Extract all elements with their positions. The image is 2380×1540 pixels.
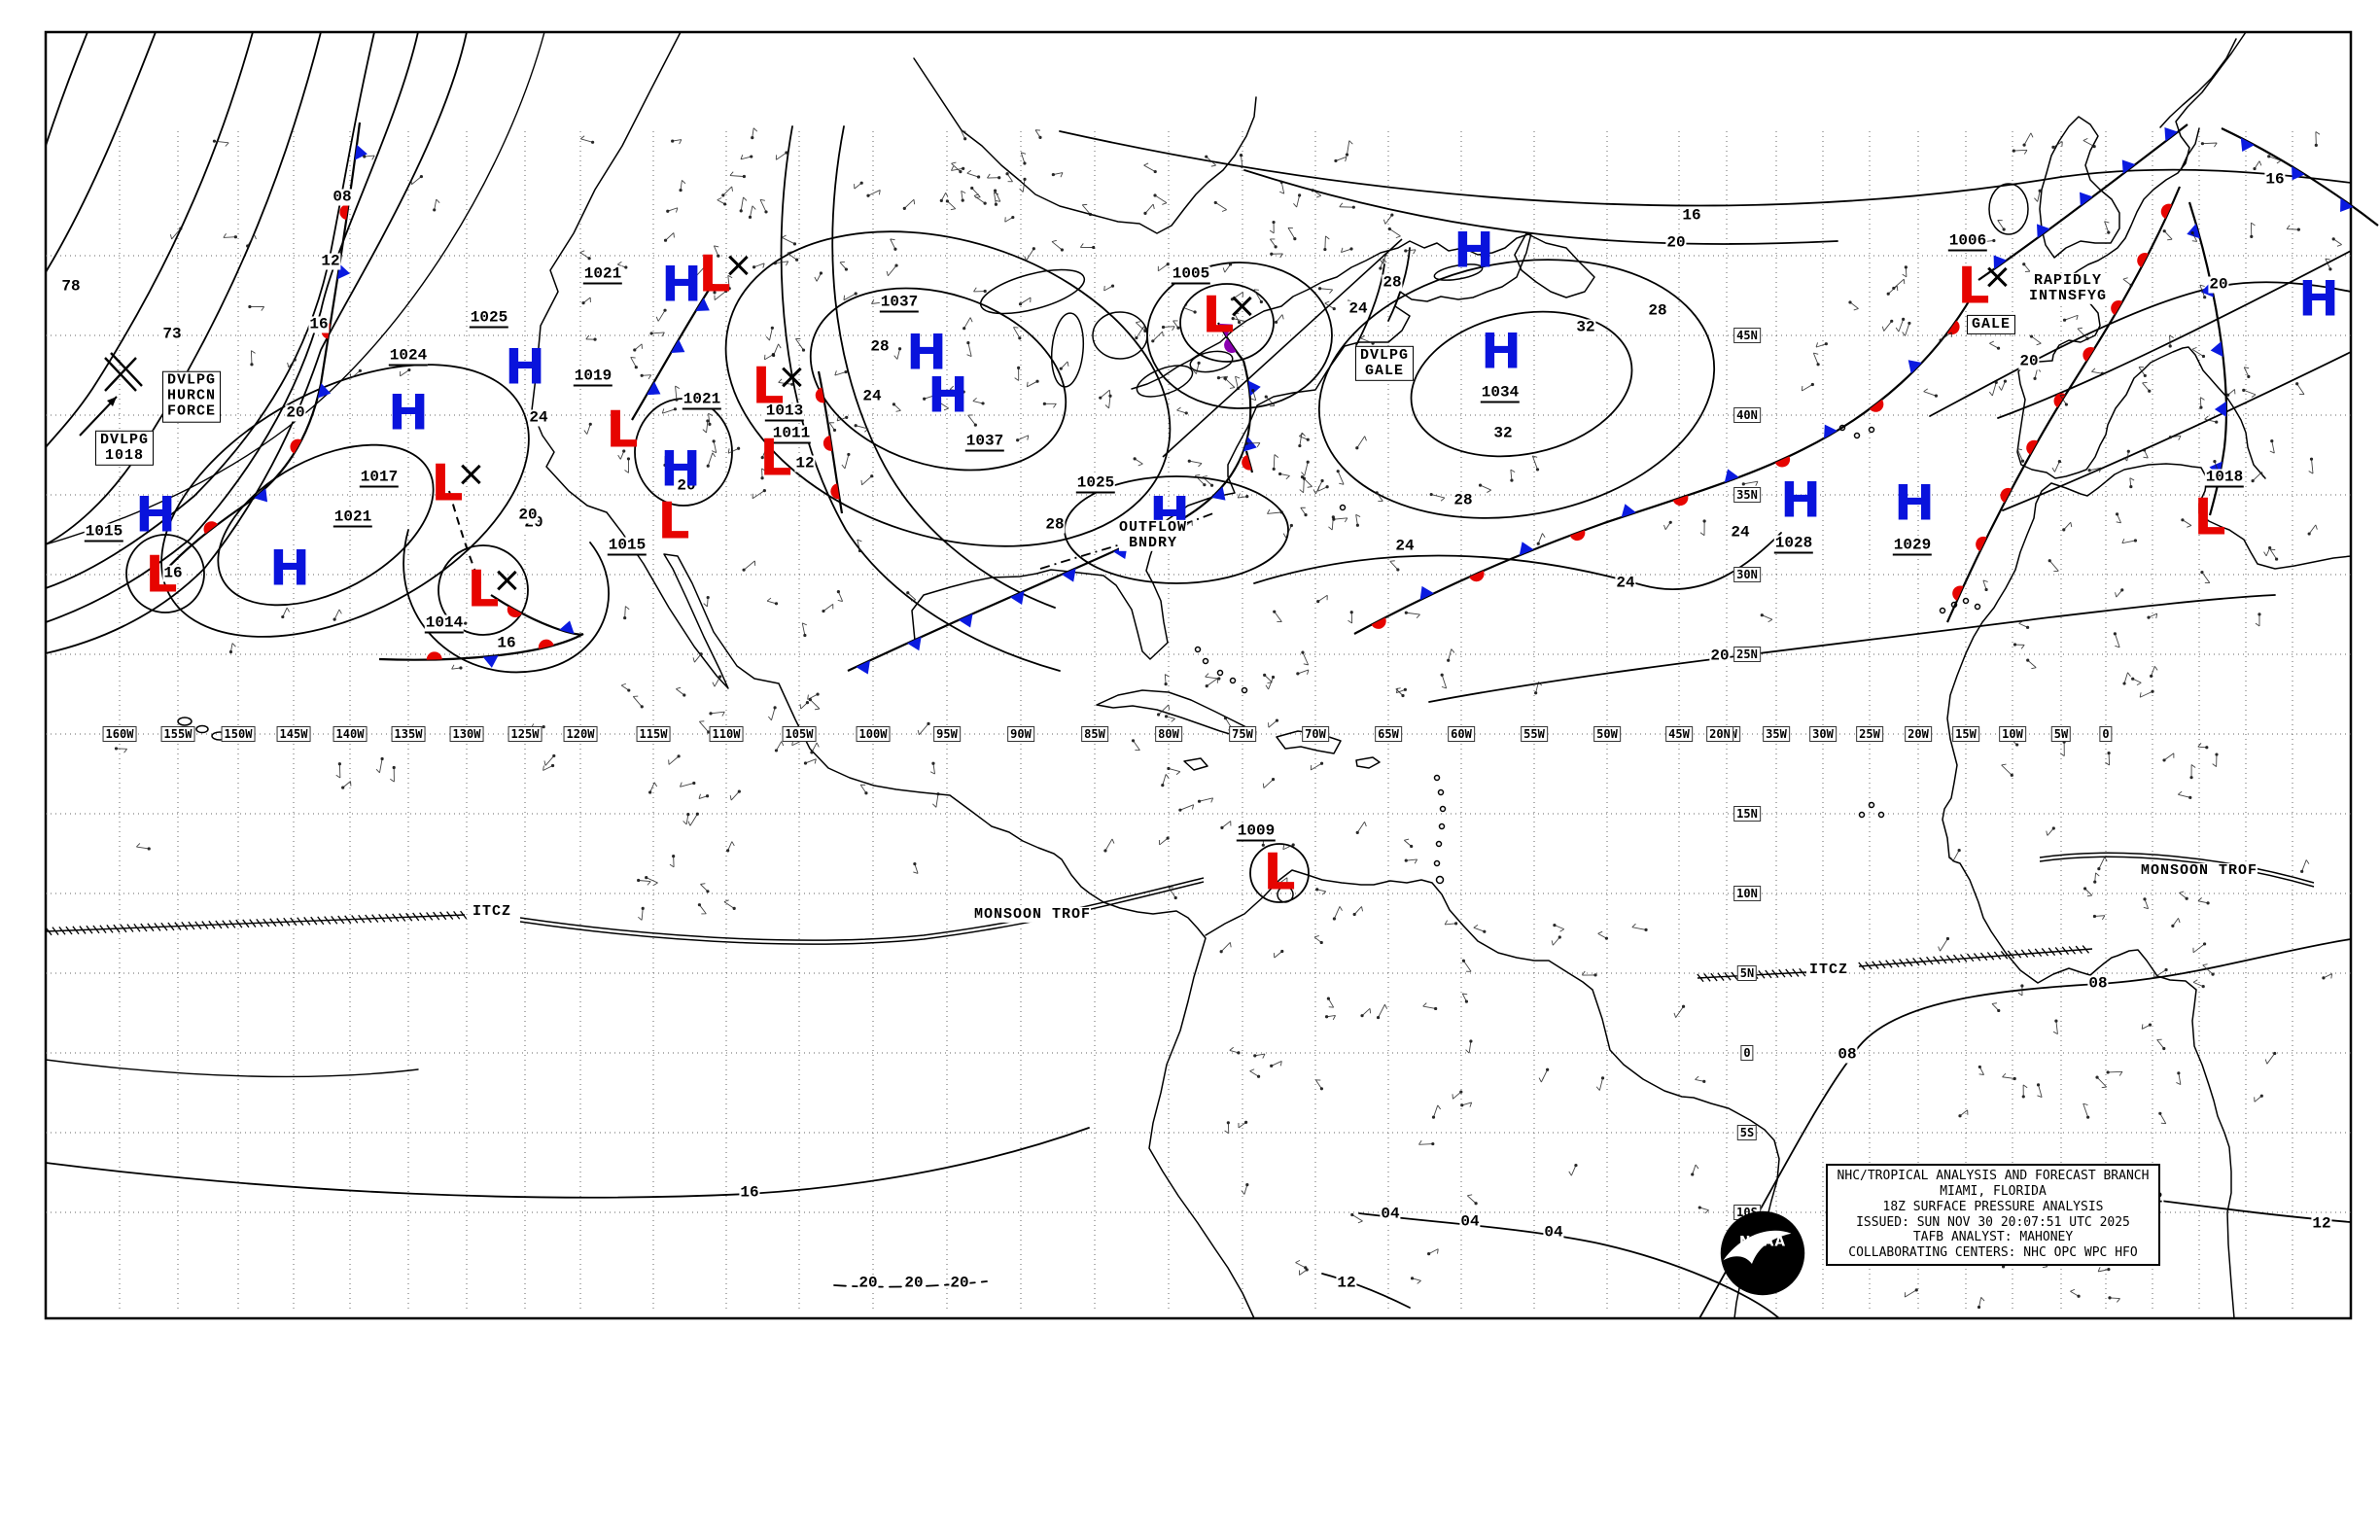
title-line-branch: NHC/TROPICAL ANALYSIS AND FORECAST BRANC… [1837,1169,2150,1183]
title-block: NHC/TROPICAL ANALYSIS AND FORECAST BRANC… [1826,1164,2160,1267]
front-symbols [45,122,2379,983]
title-line-issued: ISSUED: SUN NOV 30 20:07:51 UTC 2025 [1856,1214,2130,1230]
title-line-product: 18Z SURFACE PRESSURE ANALYSIS [1882,1199,2104,1214]
noaa-logo-text: NOAA [1739,1235,1786,1250]
title-line-analyst: TAFB ANALYST: MAHONEY [1912,1230,2074,1245]
isobars [45,31,2352,1319]
map-frame [44,30,2353,1320]
trough-lines [79,238,1403,584]
latlon-grid [46,131,2351,1312]
station-plots [114,127,2342,1310]
noaa-logo: NOAA [1718,1208,1807,1298]
coastlines [177,31,2352,1319]
noaa-seagull-icon [1723,1230,1792,1265]
title-line-centers: COLLABORATING CENTERS: NHC OPC WPC HFO [1848,1245,2138,1261]
title-line-city: MIAMI, FLORIDA [1940,1183,2047,1199]
